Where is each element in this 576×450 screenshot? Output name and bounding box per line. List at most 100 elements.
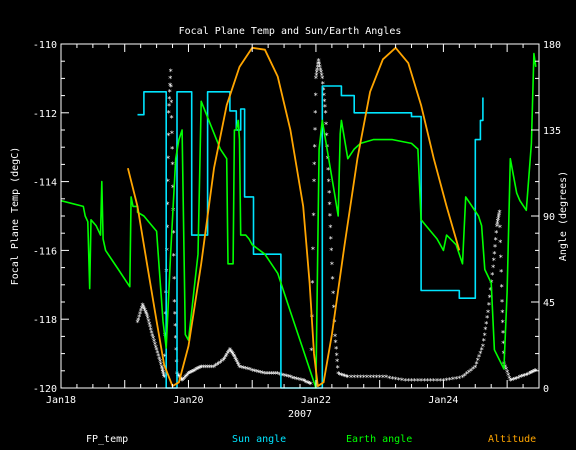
fp-temp-point: * — [498, 253, 503, 262]
y2-axis-label: Angle (degrees) — [558, 171, 569, 261]
fp-temp-point: * — [235, 360, 240, 369]
fp-temp-point: * — [482, 331, 487, 340]
fp-temp-point: * — [444, 377, 449, 386]
fp-temp-point: * — [220, 358, 225, 367]
fp-temp-point: * — [311, 211, 316, 220]
fp-temp-point: * — [236, 362, 241, 371]
fp-temp-point: * — [151, 335, 156, 344]
fp-temp-point: * — [239, 364, 244, 373]
fp-temp-point: * — [499, 268, 504, 277]
fp-temp-point: * — [335, 358, 340, 367]
fp-temp-point: * — [524, 371, 529, 380]
fp-temp-point: * — [501, 350, 506, 359]
fp-temp-point: * — [521, 373, 526, 382]
legend-altitude: Altitude — [488, 434, 537, 445]
fp-temp-point: * — [494, 229, 499, 238]
fp-temp-point: * — [201, 363, 206, 372]
y-tick-label: -110 — [33, 40, 57, 51]
fp-temp-point: * — [260, 370, 265, 379]
fp-temp-point: * — [234, 358, 239, 367]
fp-temp-point: * — [290, 374, 295, 383]
x-axis-label: 2007 — [288, 409, 312, 420]
fp-temp-point: * — [154, 346, 159, 355]
fp-temp-point: * — [484, 320, 489, 329]
fp-temp-point: * — [186, 370, 191, 379]
fp-temp-point: * — [313, 126, 318, 135]
fp-temp-point: * — [316, 57, 321, 66]
fp-temp-point: * — [314, 74, 319, 83]
y2-tick-label: 180 — [543, 40, 561, 51]
fp-temp-point: * — [525, 371, 530, 380]
fp-temp-point: * — [471, 365, 476, 374]
fp-temp-point: * — [209, 363, 214, 372]
fp-temp-point: * — [384, 374, 389, 383]
fp-temp-point: * — [168, 81, 173, 90]
fp-temp-point: * — [531, 368, 536, 377]
fp-temp-point: * — [325, 155, 330, 164]
fp-temp-point: * — [431, 377, 436, 386]
fp-temp-point: * — [167, 102, 172, 111]
fp-temp-point: * — [428, 377, 433, 386]
fp-temp-point: * — [212, 363, 217, 372]
fp-temp-point: * — [316, 60, 321, 69]
fp-temp-point: * — [309, 347, 314, 356]
fp-temp-point: * — [269, 370, 274, 379]
fp-temp-point: * — [254, 368, 259, 377]
fp-temp-point: * — [497, 211, 502, 220]
fp-temp-point: * — [310, 279, 315, 288]
fp-temp-point: * — [256, 369, 261, 378]
fp-temp-point: * — [297, 376, 302, 385]
fp-temp-point: * — [319, 72, 324, 81]
fp-temp-point: * — [243, 365, 248, 374]
fp-temp-point: * — [315, 63, 320, 72]
fp-temp-point: * — [313, 92, 318, 101]
fp-temp-point: * — [258, 369, 263, 378]
fp-temp-point: * — [328, 223, 333, 232]
legend-earth-angle: Earth angle — [346, 434, 413, 445]
fp-temp-point: * — [145, 315, 150, 324]
y2-tick-label: 0 — [543, 384, 549, 395]
fp-temp-point: * — [224, 351, 229, 360]
fp-temp-point: * — [173, 322, 178, 331]
fp-temp-point: * — [380, 374, 385, 383]
fp-temp-point: * — [499, 283, 504, 292]
fp-temp-point: * — [185, 371, 190, 380]
fp-temp-point: * — [302, 378, 307, 387]
fp-temp-point: * — [146, 317, 151, 326]
fp-temp-point: * — [188, 369, 193, 378]
fp-temp-point: * — [314, 69, 319, 78]
fp-temp-point: * — [157, 355, 162, 364]
fp-temp-point: * — [415, 377, 420, 386]
fp-temp-point: * — [490, 271, 495, 280]
fp-temp-point: * — [142, 305, 147, 314]
fp-temp-point: * — [481, 337, 486, 346]
fp-temp-point: * — [326, 178, 331, 187]
fp-temp-point: * — [425, 377, 430, 386]
fp-temp-point: * — [149, 329, 154, 338]
fp-temp-point: * — [409, 377, 414, 386]
fp-temp-point: * — [330, 275, 335, 284]
fp-temp-point: * — [493, 243, 498, 252]
fp-temp-point: * — [329, 246, 334, 255]
fp-temp-point: * — [457, 374, 462, 383]
fp-temp-point: * — [156, 352, 161, 361]
fp-temp-point: * — [160, 365, 165, 374]
x-tick-label: Jan18 — [46, 395, 76, 406]
fp-temp-point: * — [517, 374, 522, 383]
fp-temp-point: * — [331, 304, 336, 313]
fp-temp-point: * — [282, 372, 287, 381]
fp-temp-point: * — [406, 377, 411, 386]
fp-temp-point: * — [387, 374, 392, 383]
fp-temp-point: * — [161, 372, 166, 381]
fp-temp-point: * — [344, 373, 349, 382]
legend-fp-temp: FP_temp — [86, 434, 129, 445]
fp-temp-point: * — [195, 366, 200, 375]
chart-title: Focal Plane Temp and Sun/Earth Angles — [179, 26, 402, 37]
fp-temp-point: * — [248, 366, 253, 375]
fp-temp-point: * — [403, 377, 408, 386]
fp-temp-point: * — [191, 367, 196, 376]
fp-temp-point: * — [308, 381, 313, 390]
fp-temp-point: * — [166, 132, 171, 141]
fp-temp-point: * — [514, 375, 519, 384]
fp-temp-point: * — [322, 97, 327, 106]
